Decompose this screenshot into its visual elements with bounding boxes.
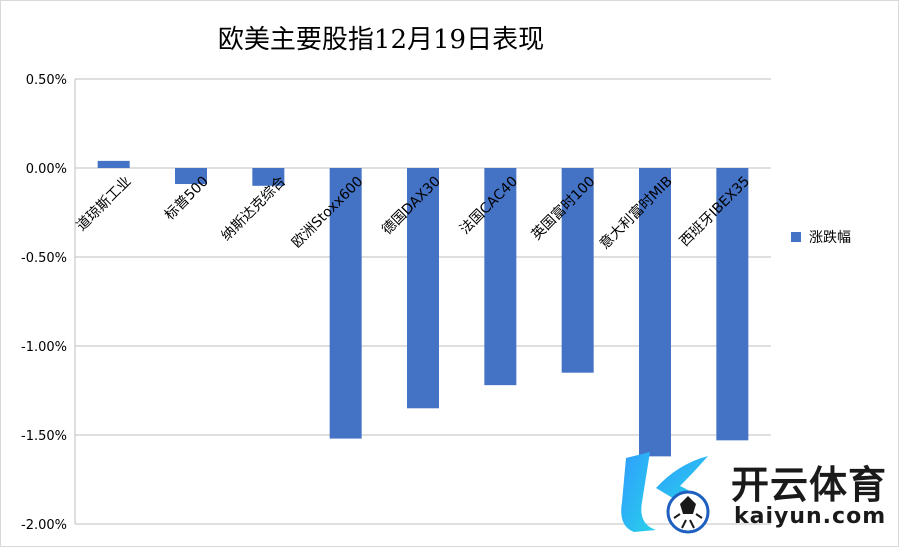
bar [329, 168, 362, 439]
bar [97, 160, 130, 168]
bar [484, 168, 517, 386]
chart-title: 欧美主要股指12月19日表现 [217, 25, 545, 55]
bar [639, 168, 671, 457]
bar [407, 168, 439, 409]
y-tick-labels: 0.50% 0.00% -0.50% -1.00% -1.50% -2.00% [21, 73, 67, 533]
y-tick-label: -1.00% [21, 340, 67, 355]
kaiyun-logo-icon [621, 452, 710, 534]
category-label: 道琼斯工业 [74, 174, 135, 235]
y-tick-label: 0.00% [26, 162, 67, 177]
bars [97, 160, 749, 457]
legend: 涨跌幅 [791, 227, 851, 247]
legend-label: 涨跌幅 [809, 230, 851, 246]
y-tick-label: -0.50% [21, 251, 67, 266]
y-tick-label: -2.00% [21, 518, 67, 533]
y-tick-label: 0.50% [26, 73, 67, 88]
bar [175, 168, 207, 185]
legend-swatch [791, 232, 801, 242]
watermark: 开云体育 kaiyun.com [616, 446, 896, 541]
bar [252, 168, 285, 186]
y-tick-label: -1.50% [21, 429, 67, 444]
bar [716, 168, 749, 441]
bar [561, 168, 594, 373]
watermark-text-cn: 开云体育 [731, 463, 888, 507]
watermark-text-en: kaiyun.com [734, 504, 887, 529]
